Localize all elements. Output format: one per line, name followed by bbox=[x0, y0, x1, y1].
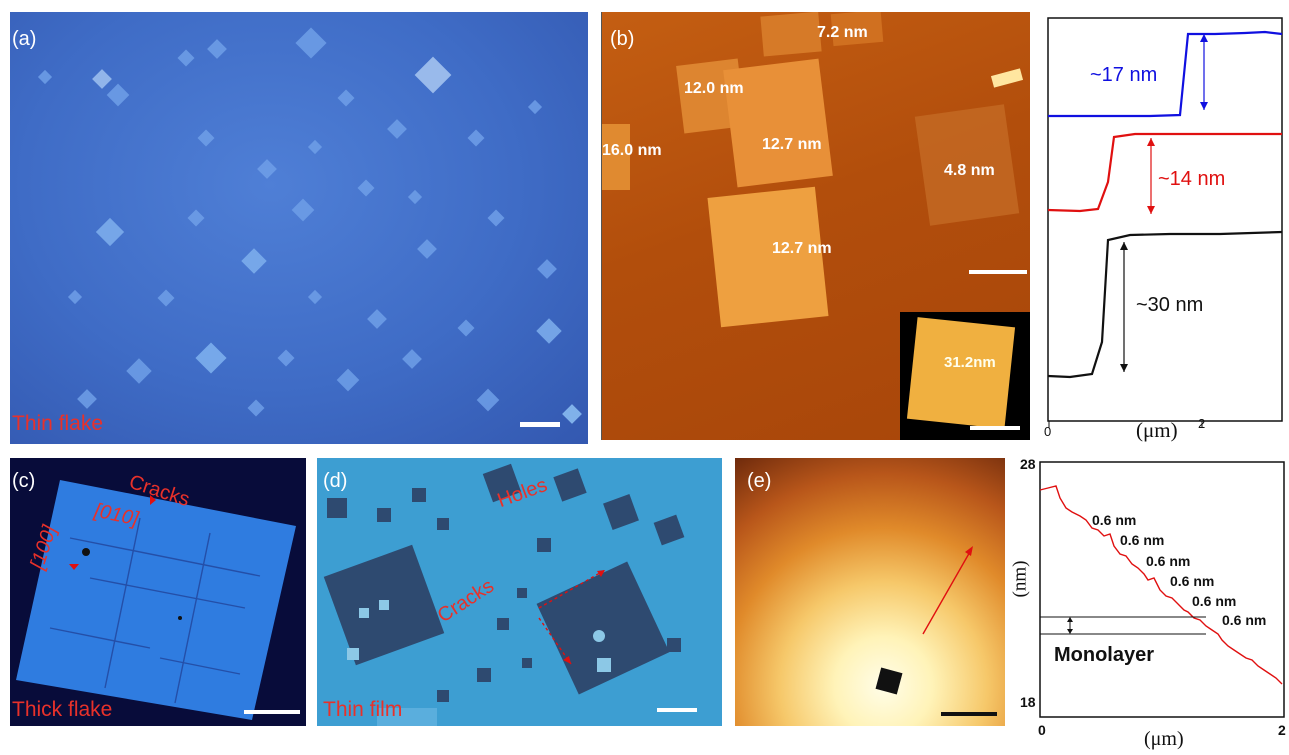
panel-e-afm-image: (e) bbox=[735, 458, 1005, 726]
panel-d-caption: Thin film bbox=[323, 698, 403, 721]
panel-b-inset: 31.2nm bbox=[900, 312, 1030, 440]
height-label: 12.0 nm bbox=[684, 80, 744, 97]
annotation-30nm: ~30 nm bbox=[1136, 294, 1204, 316]
red-profile-line bbox=[1047, 132, 1282, 213]
step-label: 0.6 nm bbox=[1222, 612, 1267, 628]
height-label: 7.2 nm bbox=[817, 24, 868, 41]
panel-a-optical-image: (a) Thin flake bbox=[10, 12, 588, 444]
step-label: 0.6 nm bbox=[1170, 573, 1215, 589]
y-tick-28: 28 bbox=[1020, 456, 1036, 472]
height-label: 4.8 nm bbox=[944, 162, 995, 179]
panel-a-label: (a) bbox=[12, 28, 37, 50]
x-unit: (μm) bbox=[1144, 728, 1184, 750]
panel-e-step-profile: 28 18 (nm) 0 2 (μm) 0.6 nm 0.6 nm 0.6 nm… bbox=[1008, 456, 1289, 755]
x-tick-0: 0 bbox=[1044, 424, 1052, 439]
panel-c-caption: Thick flake bbox=[12, 698, 113, 721]
scale-bar-b bbox=[969, 270, 1027, 274]
height-label: 12.7 nm bbox=[762, 136, 822, 153]
panel-c-optical-image: (c) Cracks [010] [100] Thick flake bbox=[10, 458, 306, 726]
y-unit: (nm) bbox=[1009, 560, 1031, 598]
step-label: 0.6 nm bbox=[1092, 512, 1137, 528]
black-profile-line bbox=[1047, 230, 1283, 379]
x-tick-2: 2 bbox=[1278, 722, 1286, 738]
scale-bar-d bbox=[657, 708, 697, 712]
annotation-14nm: ~14 nm bbox=[1158, 168, 1226, 190]
step-label: 0.6 nm bbox=[1146, 553, 1191, 569]
panel-d-label: (d) bbox=[323, 470, 348, 492]
step-profile-line bbox=[1039, 485, 1283, 685]
x-tick-2: 2 bbox=[1198, 416, 1206, 431]
height-label: 12.7 nm bbox=[772, 240, 832, 257]
panel-b-flakes bbox=[602, 12, 1027, 328]
step-label: 0.6 nm bbox=[1120, 532, 1165, 548]
monolayer-label: Monolayer bbox=[1054, 644, 1155, 666]
y-tick-18: 18 bbox=[1020, 694, 1036, 710]
inset-height-label: 31.2nm bbox=[944, 354, 996, 371]
panel-c-label: (c) bbox=[12, 470, 36, 492]
x-tick-0: 0 bbox=[1038, 722, 1046, 738]
panel-d-optical-image: (d) Holes Cracks Thin film bbox=[317, 458, 722, 726]
scale-bar-a bbox=[520, 422, 560, 427]
scale-bar-inset bbox=[970, 426, 1020, 430]
panel-b-label: (b) bbox=[610, 28, 635, 50]
panel-b-afm-image: (b) 7.2 nm 12.0 nm 16.0 nm 12.7 nm 4.8 n… bbox=[601, 12, 1030, 440]
scale-bar-c bbox=[244, 710, 300, 714]
scale-bar-e bbox=[941, 712, 997, 716]
panel-e-label: (e) bbox=[747, 470, 772, 492]
panel-b-height-profile: ~17 nm ~14 nm ~30 nm 0 2 (μm) bbox=[1040, 12, 1289, 452]
x-unit: (μm) bbox=[1136, 418, 1178, 442]
panel-a-caption: Thin flake bbox=[12, 412, 104, 435]
blue-profile-line bbox=[1048, 30, 1283, 118]
height-label: 16.0 nm bbox=[602, 142, 662, 159]
step-label: 0.6 nm bbox=[1192, 593, 1237, 609]
annotation-17nm: ~17 nm bbox=[1090, 64, 1158, 86]
panel-a-flakes bbox=[37, 27, 582, 427]
